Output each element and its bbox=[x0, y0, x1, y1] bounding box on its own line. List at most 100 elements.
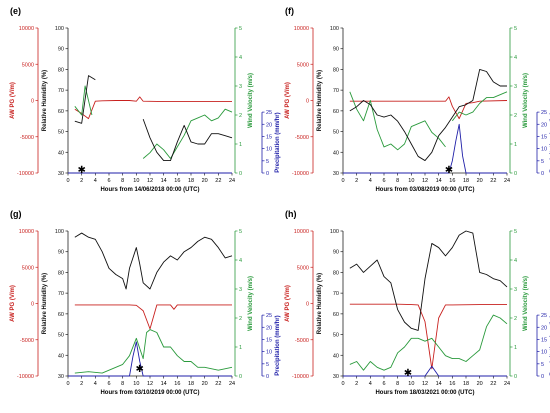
asterisk-marker: ✱ bbox=[77, 165, 85, 176]
x-tick-label: 16 bbox=[174, 178, 180, 184]
x-axis-title: Hours from 14/06/2018 00:00 (UTC) bbox=[100, 187, 199, 193]
precip-tick-label: 20 bbox=[266, 122, 272, 128]
pg-tick-label: -10000 bbox=[292, 374, 309, 380]
x-tick-label: 24 bbox=[229, 381, 235, 387]
precip-tick-label: 10 bbox=[266, 350, 272, 356]
rh-tick-label: 50 bbox=[333, 333, 339, 339]
rh-tick-label: 80 bbox=[333, 67, 339, 73]
wind-tick-label: 1 bbox=[514, 142, 517, 148]
pg-tick-label: 0 bbox=[31, 99, 34, 105]
x-tick-label: 12 bbox=[422, 178, 428, 184]
wind-tick-label: 3 bbox=[514, 287, 517, 293]
precip-tick-label: 10 bbox=[541, 147, 547, 153]
precip-tick-label: 0 bbox=[541, 171, 544, 177]
panel-label: (f) bbox=[285, 6, 294, 16]
pg-tick-label: -10000 bbox=[17, 171, 34, 177]
wind-tick-label: 3 bbox=[239, 84, 242, 90]
rh-tick-label: 90 bbox=[333, 250, 339, 256]
precip-tick-label: 25 bbox=[266, 110, 272, 116]
precip-axis-title: Precipitation (mm/hr) bbox=[275, 315, 281, 375]
wind-series-line bbox=[349, 91, 446, 151]
x-tick-label: 18 bbox=[463, 381, 469, 387]
pg-tick-label: 10000 bbox=[19, 229, 34, 235]
x-tick-label: 12 bbox=[422, 381, 428, 387]
wind-tick-label: 0 bbox=[239, 374, 242, 380]
wind-tick-label: 0 bbox=[239, 171, 242, 177]
rh-tick-label: 30 bbox=[58, 374, 64, 380]
wind-tick-label: 5 bbox=[514, 26, 517, 32]
x-tick-label: 4 bbox=[94, 178, 97, 184]
x-tick-label: 22 bbox=[215, 381, 221, 387]
precip-tick-label: 5 bbox=[266, 159, 269, 165]
wind-tick-label: 0 bbox=[514, 374, 517, 380]
precip-tick-label: 20 bbox=[541, 122, 547, 128]
pg-tick-label: 0 bbox=[306, 99, 309, 105]
pg-tick-label: 0 bbox=[306, 302, 309, 308]
x-tick-label: 10 bbox=[133, 381, 139, 387]
precip-tick-label: 5 bbox=[541, 362, 544, 368]
x-tick-label: 20 bbox=[477, 381, 483, 387]
pg-axis-title: AW PG (V/m) bbox=[10, 285, 16, 322]
asterisk-marker: ✱ bbox=[136, 364, 144, 375]
precip-tick-label: 15 bbox=[541, 134, 547, 140]
rh-series-line bbox=[349, 68, 507, 162]
wind-tick-label: 4 bbox=[514, 258, 517, 264]
x-tick-label: 22 bbox=[490, 381, 496, 387]
wind-tick-label: 5 bbox=[239, 229, 242, 235]
wind-series-line bbox=[451, 91, 508, 122]
pg-tick-label: 10000 bbox=[294, 229, 309, 235]
x-tick-label: 16 bbox=[174, 381, 180, 387]
precip-series-line bbox=[343, 123, 507, 174]
x-tick-label: 6 bbox=[107, 381, 110, 387]
x-tick-label: 8 bbox=[396, 178, 399, 184]
rh-tick-label: 100 bbox=[55, 26, 64, 32]
x-tick-label: 14 bbox=[161, 178, 167, 184]
x-tick-label: 12 bbox=[147, 381, 153, 387]
x-tick-label: 24 bbox=[504, 178, 510, 184]
x-tick-label: 10 bbox=[408, 381, 414, 387]
pg-axis-title: AW PG (V/m) bbox=[285, 82, 291, 119]
precip-tick-label: 20 bbox=[266, 325, 272, 331]
rh-tick-label: 50 bbox=[58, 333, 64, 339]
precip-tick-label: 15 bbox=[266, 134, 272, 140]
precip-tick-label: 0 bbox=[266, 374, 269, 380]
panel-label: (h) bbox=[285, 209, 297, 219]
rh-tick-label: 90 bbox=[58, 250, 64, 256]
rh-tick-label: 40 bbox=[58, 353, 64, 359]
precip-tick-label: 10 bbox=[266, 147, 272, 153]
rh-tick-label: 100 bbox=[55, 229, 64, 235]
pg-tick-label: 5000 bbox=[22, 265, 34, 271]
rh-tick-label: 90 bbox=[58, 47, 64, 53]
pg-series-line bbox=[349, 303, 507, 370]
pg-tick-label: -5000 bbox=[295, 338, 309, 344]
rh-series-line bbox=[74, 75, 96, 124]
x-tick-label: 0 bbox=[66, 381, 69, 387]
rh-tick-label: 50 bbox=[58, 130, 64, 136]
rh-tick-label: 40 bbox=[333, 150, 339, 156]
precip-tick-label: 15 bbox=[266, 337, 272, 343]
precip-tick-label: 0 bbox=[266, 171, 269, 177]
x-tick-label: 24 bbox=[229, 178, 235, 184]
wind-axis-title: Wind Velocity (m/s) bbox=[248, 73, 254, 128]
x-tick-label: 18 bbox=[188, 381, 194, 387]
wind-tick-label: 1 bbox=[239, 345, 242, 351]
x-axis-title: Hours from 03/08/2019 00:00 (UTC) bbox=[375, 187, 474, 193]
panel-label: (g) bbox=[10, 209, 22, 219]
x-tick-label: 4 bbox=[369, 381, 372, 387]
x-tick-label: 22 bbox=[215, 178, 221, 184]
x-tick-label: 20 bbox=[477, 178, 483, 184]
x-tick-label: 10 bbox=[408, 178, 414, 184]
pg-series-line bbox=[74, 96, 232, 120]
x-tick-label: 18 bbox=[188, 178, 194, 184]
wind-series-line bbox=[74, 329, 233, 374]
x-tick-label: 8 bbox=[396, 381, 399, 387]
x-tick-label: 24 bbox=[504, 381, 510, 387]
wind-tick-label: 4 bbox=[239, 258, 242, 264]
rh-tick-label: 70 bbox=[333, 88, 339, 94]
x-tick-label: 2 bbox=[355, 178, 358, 184]
rh-tick-label: 40 bbox=[58, 150, 64, 156]
precip-tick-label: 15 bbox=[541, 337, 547, 343]
wind-tick-label: 3 bbox=[514, 84, 517, 90]
x-axis-title: Hours from 18/03/2021 00:00 (UTC) bbox=[375, 390, 474, 396]
